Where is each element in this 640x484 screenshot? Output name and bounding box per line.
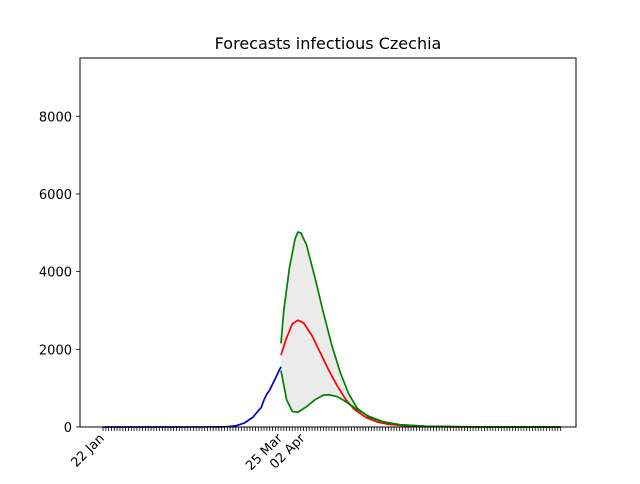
series-line-4 xyxy=(280,370,561,428)
y-axis-ticks: 0 2000 4000 6000 8000 xyxy=(39,110,80,436)
y-tick-label: 6000 xyxy=(39,188,72,203)
y-tick-label: 0 xyxy=(64,421,72,436)
y-tick-label: 8000 xyxy=(39,110,72,125)
plot-area-frame xyxy=(79,57,577,428)
y-tick-label: 4000 xyxy=(39,266,72,281)
chart-title: Forecasts infectious Czechia xyxy=(215,34,442,53)
y-tick-label: 2000 xyxy=(39,343,72,358)
series-layer xyxy=(103,231,561,428)
